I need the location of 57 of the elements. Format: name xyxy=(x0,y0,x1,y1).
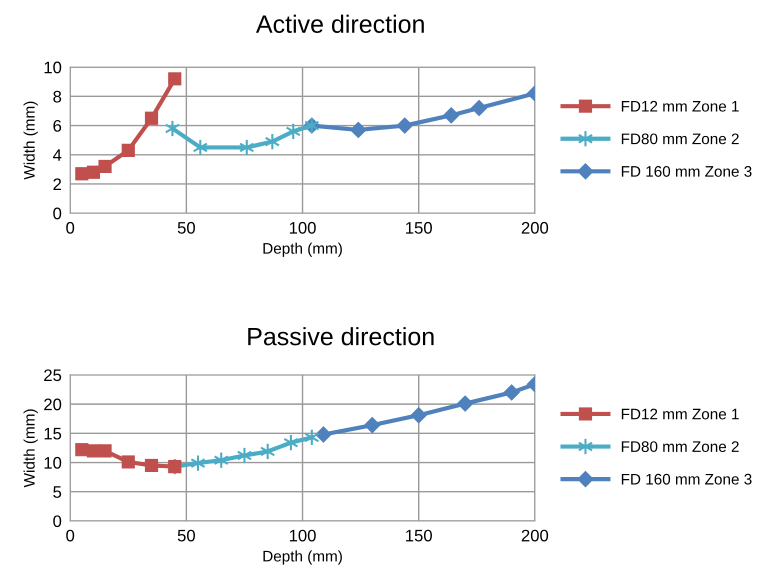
point xyxy=(456,395,474,412)
y-tick-label: 25 xyxy=(44,369,62,382)
point xyxy=(144,458,158,472)
point xyxy=(470,100,488,116)
point xyxy=(214,452,229,469)
x-tick-label: 0 xyxy=(66,530,74,542)
legend-label: FD12 mm Zone 1 xyxy=(622,100,739,112)
legend-label: FD80 mm Zone 2 xyxy=(622,441,739,452)
y-tick-label: 10 xyxy=(44,62,62,74)
point xyxy=(286,122,301,140)
y-tick-label: 8 xyxy=(53,90,62,103)
point xyxy=(75,443,88,456)
x-tick-label: 200 xyxy=(522,530,548,542)
legend-label: FD 160 mm Zone 3 xyxy=(622,474,752,485)
point xyxy=(239,138,254,156)
y-tick-label: 0 xyxy=(53,515,62,528)
y-tick-label: 0 xyxy=(53,208,62,220)
x-tick-label: 50 xyxy=(178,530,195,542)
point xyxy=(443,107,460,124)
legend-label: FD12 mm Zone 1 xyxy=(622,408,739,420)
y-tick-label: 4 xyxy=(52,149,62,161)
point xyxy=(122,455,135,469)
y-axis-title: Width (mm) xyxy=(24,409,38,488)
point xyxy=(98,444,112,458)
x-tick-label: 100 xyxy=(290,530,316,542)
point xyxy=(350,122,366,138)
point xyxy=(168,460,182,474)
point xyxy=(168,72,182,86)
point xyxy=(503,384,520,401)
y-tick-label: 6 xyxy=(53,120,62,132)
point xyxy=(410,407,427,424)
point xyxy=(315,426,332,443)
point xyxy=(122,144,135,157)
y-tick-label: 10 xyxy=(44,456,62,469)
point xyxy=(98,160,112,174)
x-tick-label: 150 xyxy=(406,222,432,234)
point xyxy=(364,416,380,434)
point xyxy=(396,117,413,134)
x-tick-label: 0 xyxy=(66,222,74,234)
legend-label: FD80 mm Zone 2 xyxy=(622,133,739,144)
point xyxy=(86,166,100,179)
x-tick-label: 100 xyxy=(290,222,316,234)
x-tick-label: 200 xyxy=(522,222,548,234)
point xyxy=(144,112,158,125)
y-tick-label: 2 xyxy=(53,178,62,190)
chart-title: Passive direction xyxy=(248,327,434,346)
x-axis-title: Depth (mm) xyxy=(263,242,342,257)
chart-title: Active direction xyxy=(256,14,424,33)
y-tick-label: 15 xyxy=(44,428,62,440)
x-axis-title: Depth (mm) xyxy=(263,550,342,565)
x-tick-label: 150 xyxy=(406,530,432,542)
point xyxy=(75,167,88,180)
y-axis-title: Width (mm) xyxy=(24,102,38,180)
legend-label: FD 160 mm Zone 3 xyxy=(622,166,752,177)
x-tick-label: 50 xyxy=(178,222,195,234)
y-tick-label: 5 xyxy=(53,486,62,498)
y-tick-label: 20 xyxy=(44,398,62,410)
